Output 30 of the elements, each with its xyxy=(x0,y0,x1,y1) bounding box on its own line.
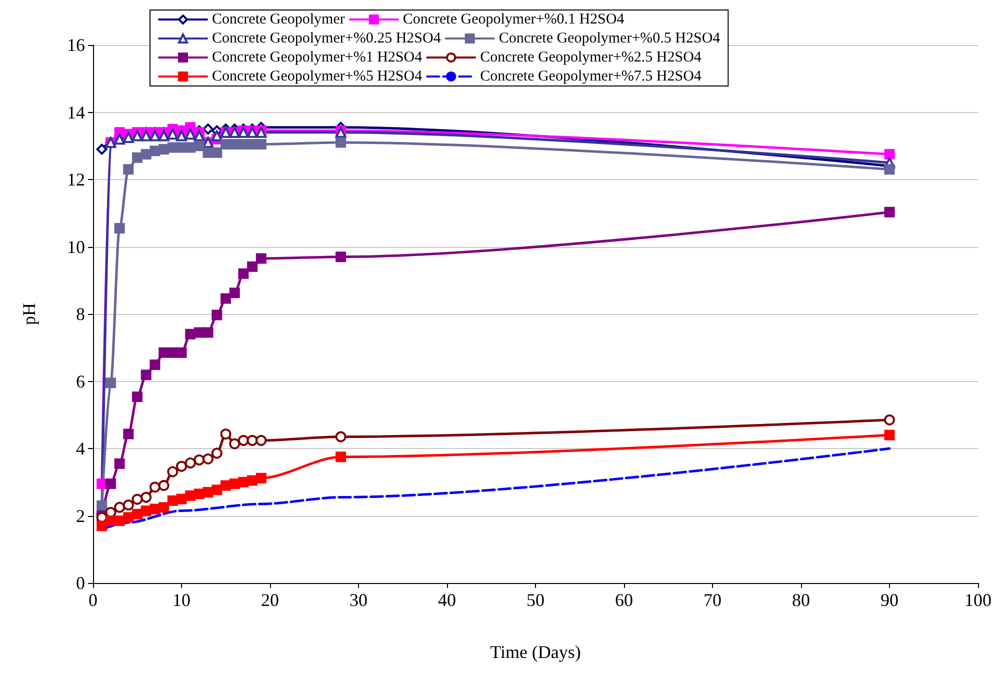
x-tick-label: 40 xyxy=(438,590,456,610)
legend-label: Concrete Geopolymer+%0.5 H2SO4 xyxy=(498,30,721,46)
y-axis-title: pH xyxy=(19,303,39,325)
x-tick-label: 10 xyxy=(172,590,190,610)
x-tick-label: 0 xyxy=(88,590,98,610)
y-tick-label: 8 xyxy=(76,304,85,324)
x-tick-label: 20 xyxy=(261,590,279,610)
y-tick-label: 16 xyxy=(67,35,85,55)
legend-label: Concrete Geopolymer+%5 H2SO4 xyxy=(212,68,423,84)
legend-label: Concrete Geopolymer+%1 H2SO4 xyxy=(212,50,423,66)
x-axis-title: Time (Days) xyxy=(490,642,581,662)
y-tick-label: 10 xyxy=(67,236,85,257)
legend-label: Concrete Geopolymer xyxy=(212,12,345,28)
y-tick-label: 4 xyxy=(76,438,85,458)
x-tick-label: 50 xyxy=(526,590,544,610)
x-tick-label: 90 xyxy=(880,590,898,610)
legend-label: Concrete Geopolymer+%2.5 H2SO4 xyxy=(480,50,702,66)
x-tick-label: 80 xyxy=(792,590,810,610)
y-tick-label: 12 xyxy=(67,170,85,190)
y-tick-label: 14 xyxy=(67,102,85,122)
legend-label: Concrete Geopolymer+%0.25 H2SO4 xyxy=(212,30,442,46)
x-tick-label: 30 xyxy=(350,590,368,610)
y-tick-label: 2 xyxy=(76,506,85,526)
y-tick-label: 6 xyxy=(76,371,85,392)
y-tick-label: 0 xyxy=(76,573,85,593)
x-tick-label: 100 xyxy=(964,590,992,610)
legend-label: Concrete Geopolymer+%0.1 H2SO4 xyxy=(402,12,625,28)
legend-label: Concrete Geopolymer+%7.5 H2SO4 xyxy=(480,68,702,84)
x-tick-label: 70 xyxy=(704,590,722,610)
x-tick-label: 60 xyxy=(615,590,633,610)
